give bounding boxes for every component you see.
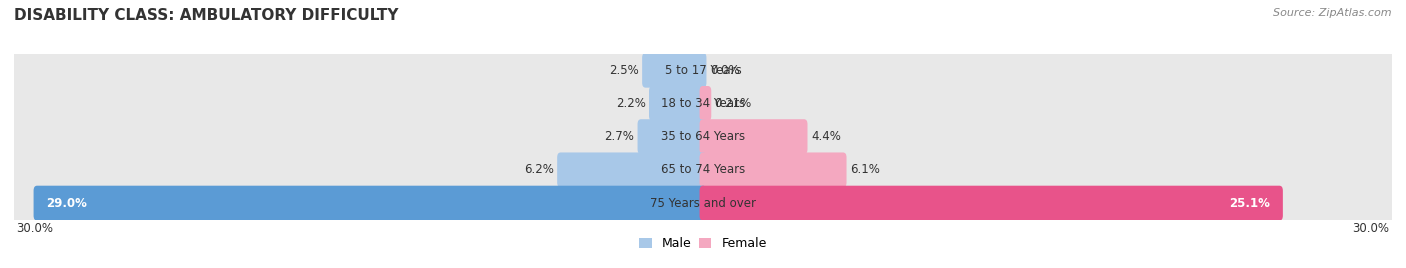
FancyBboxPatch shape xyxy=(10,178,1396,228)
Text: 6.1%: 6.1% xyxy=(851,163,880,176)
Text: 65 to 74 Years: 65 to 74 Years xyxy=(661,163,745,176)
Text: 29.0%: 29.0% xyxy=(46,197,87,210)
FancyBboxPatch shape xyxy=(650,86,706,121)
Text: 0.21%: 0.21% xyxy=(714,97,752,110)
Text: Source: ZipAtlas.com: Source: ZipAtlas.com xyxy=(1274,8,1392,18)
Text: 75 Years and over: 75 Years and over xyxy=(650,197,756,210)
FancyBboxPatch shape xyxy=(10,45,1396,95)
FancyBboxPatch shape xyxy=(13,51,1393,89)
Legend: Male, Female: Male, Female xyxy=(640,237,766,250)
Text: 2.7%: 2.7% xyxy=(605,130,634,143)
Text: 30.0%: 30.0% xyxy=(17,222,53,235)
FancyBboxPatch shape xyxy=(700,152,846,187)
FancyBboxPatch shape xyxy=(700,186,1282,221)
Text: 0.0%: 0.0% xyxy=(710,64,740,77)
FancyBboxPatch shape xyxy=(10,111,1396,162)
Text: 4.4%: 4.4% xyxy=(811,130,841,143)
FancyBboxPatch shape xyxy=(13,184,1393,222)
FancyBboxPatch shape xyxy=(637,119,706,154)
Text: 30.0%: 30.0% xyxy=(1353,222,1389,235)
FancyBboxPatch shape xyxy=(13,84,1393,122)
FancyBboxPatch shape xyxy=(34,186,706,221)
Text: 6.2%: 6.2% xyxy=(524,163,554,176)
Text: 18 to 34 Years: 18 to 34 Years xyxy=(661,97,745,110)
FancyBboxPatch shape xyxy=(10,78,1396,129)
Text: 25.1%: 25.1% xyxy=(1229,197,1270,210)
FancyBboxPatch shape xyxy=(13,118,1393,156)
FancyBboxPatch shape xyxy=(700,86,711,121)
Text: 2.2%: 2.2% xyxy=(616,97,645,110)
FancyBboxPatch shape xyxy=(557,152,706,187)
Text: 2.5%: 2.5% xyxy=(609,64,638,77)
Text: 35 to 64 Years: 35 to 64 Years xyxy=(661,130,745,143)
FancyBboxPatch shape xyxy=(643,53,706,88)
Text: 5 to 17 Years: 5 to 17 Years xyxy=(665,64,741,77)
Text: DISABILITY CLASS: AMBULATORY DIFFICULTY: DISABILITY CLASS: AMBULATORY DIFFICULTY xyxy=(14,8,398,23)
FancyBboxPatch shape xyxy=(13,151,1393,189)
FancyBboxPatch shape xyxy=(10,145,1396,195)
FancyBboxPatch shape xyxy=(700,119,807,154)
